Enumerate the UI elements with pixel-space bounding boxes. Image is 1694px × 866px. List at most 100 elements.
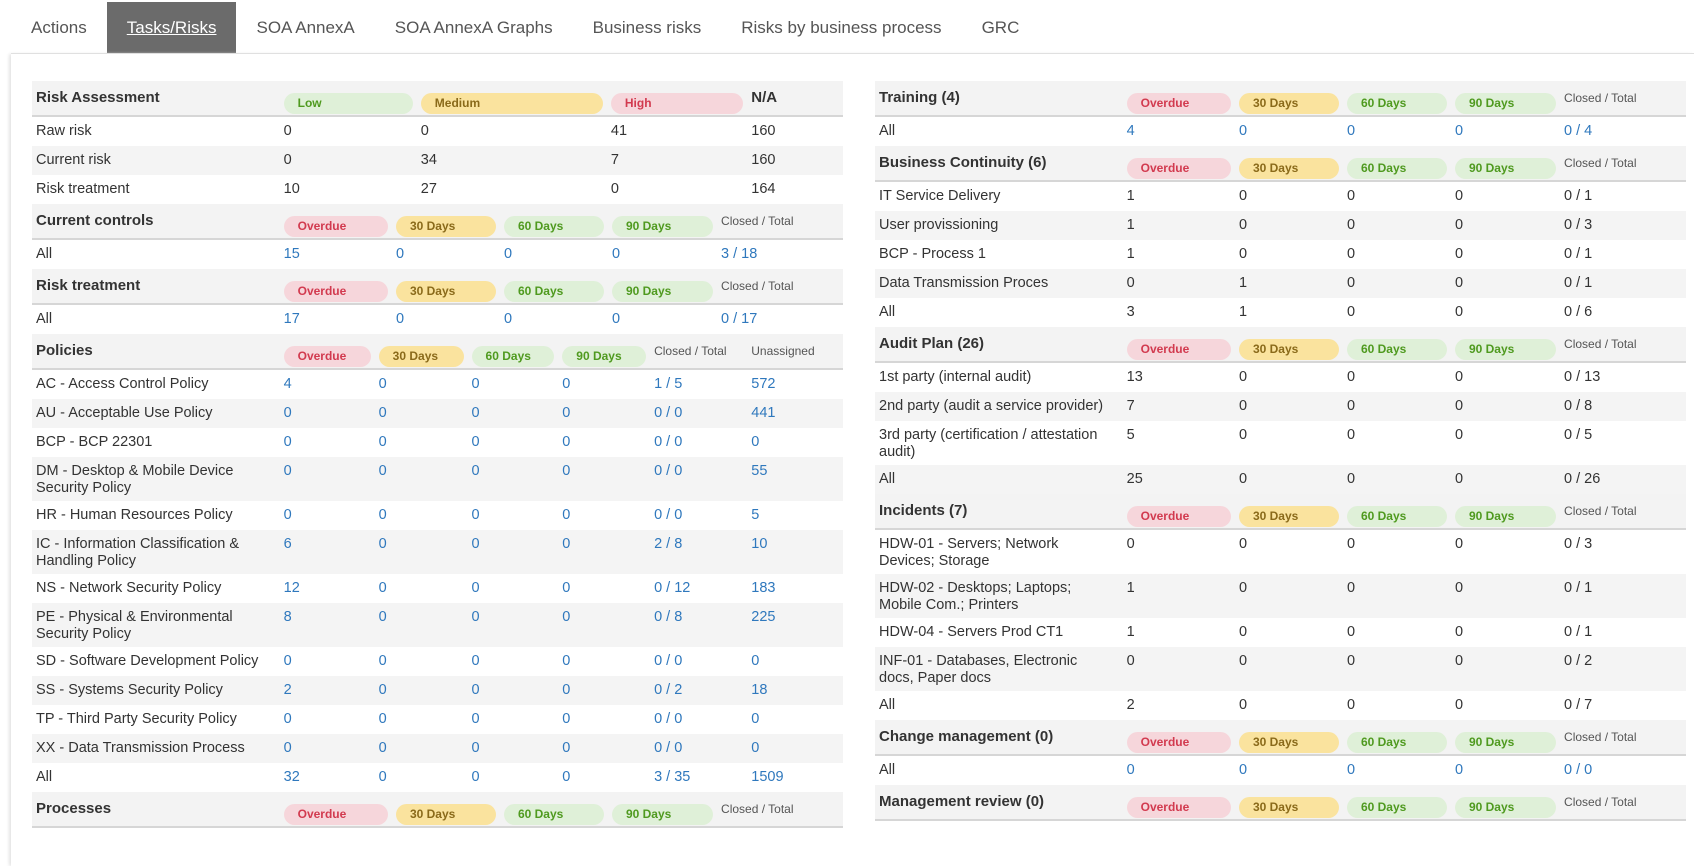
cell-value[interactable]: 0 [562, 376, 571, 392]
cell-value[interactable]: 0 [283, 653, 292, 669]
cell-value[interactable]: 0 [751, 711, 760, 727]
cell-value[interactable]: 0 [503, 311, 513, 327]
tab[interactable]: Actions [31, 18, 87, 37]
cell-value[interactable]: 0 [1238, 123, 1248, 139]
cell-value[interactable]: 0 [562, 769, 571, 785]
cell-value[interactable]: 0 [1126, 762, 1135, 778]
cell-value[interactable]: 0 [471, 376, 480, 392]
cell-value[interactable]: 0 [503, 246, 513, 262]
cell-value[interactable]: 1509 [751, 769, 784, 785]
cell-value[interactable]: 0 [471, 740, 480, 756]
cell-value[interactable]: 0 [562, 507, 571, 523]
cell-value[interactable]: 0 [395, 246, 405, 262]
cell-value[interactable]: 0 [283, 507, 292, 523]
cell-value[interactable]: 2 [283, 682, 292, 698]
cell-value[interactable]: 0 [751, 740, 760, 756]
cell-value[interactable]: 183 [751, 580, 776, 596]
cell-value[interactable]: 0 [378, 405, 387, 421]
cell-value[interactable]: 0 [378, 769, 387, 785]
cell-value[interactable]: 0 [378, 740, 387, 756]
cell-value[interactable]: 0 [471, 682, 480, 698]
cell-value[interactable]: 0 [378, 580, 387, 596]
cell-value[interactable]: 0 [562, 653, 571, 669]
cell-value[interactable]: 0 [471, 536, 480, 552]
cell-value[interactable]: 12 [283, 580, 300, 596]
cell-value[interactable]: 0 [471, 434, 480, 450]
cell-value[interactable]: 0 [378, 711, 387, 727]
cell-value[interactable]: 0 [378, 376, 387, 392]
cell-value[interactable]: 0 [1346, 762, 1356, 778]
cell-value[interactable]: 0 [562, 740, 571, 756]
cell-value[interactable]: 0 [1238, 762, 1248, 778]
cell-value[interactable]: 0 [283, 463, 292, 479]
cell-value[interactable]: 0 [378, 463, 387, 479]
cell-value[interactable]: 0 [378, 536, 387, 552]
cell-value[interactable]: 3 / 35 [654, 769, 691, 785]
cell-value[interactable]: 0 [471, 769, 480, 785]
cell-value[interactable]: 18 [751, 682, 768, 698]
cell-value[interactable]: 0 / 4 [1564, 123, 1593, 139]
cell-value[interactable]: 0 / 0 [654, 463, 683, 479]
cell-value[interactable]: 0 [471, 609, 480, 625]
cell-value[interactable]: 0 [562, 711, 571, 727]
cell-value[interactable]: 0 / 8 [654, 609, 683, 625]
cell-value[interactable]: 0 [751, 653, 760, 669]
cell-value[interactable]: 0 [283, 711, 292, 727]
cell-value[interactable]: 0 [378, 507, 387, 523]
cell-value[interactable]: 0 [378, 434, 387, 450]
cell-value[interactable]: 55 [751, 463, 768, 479]
cell-value[interactable]: 0 [562, 463, 571, 479]
cell-value[interactable]: 225 [751, 609, 776, 625]
cell-value[interactable]: 6 [283, 536, 292, 552]
cell-value[interactable]: 0 [751, 434, 760, 450]
cell-value[interactable]: 0 [471, 405, 480, 421]
cell-value[interactable]: 0 [562, 682, 571, 698]
cell-value[interactable]: 0 [471, 711, 480, 727]
cell-value[interactable]: 2 / 8 [654, 536, 683, 552]
cell-value[interactable]: 0 / 0 [654, 653, 683, 669]
cell-value[interactable]: 0 / 0 [654, 740, 683, 756]
tab[interactable]: Tasks/Risks [106, 2, 237, 53]
cell-value[interactable]: 0 [395, 311, 405, 327]
tab[interactable]: SOA AnnexA Graphs [394, 18, 553, 37]
cell-value[interactable]: 0 [378, 609, 387, 625]
cell-value[interactable]: 1 / 5 [654, 376, 683, 392]
cell-value[interactable]: 8 [283, 609, 292, 625]
cell-value[interactable]: 0 [562, 609, 571, 625]
cell-value[interactable]: 0 [562, 536, 571, 552]
cell-value[interactable]: 0 [283, 434, 292, 450]
cell-value[interactable]: 441 [751, 405, 776, 421]
cell-value[interactable]: 0 / 0 [654, 711, 683, 727]
cell-value[interactable]: 17 [283, 311, 300, 327]
cell-value[interactable]: 0 [562, 434, 571, 450]
tab[interactable]: SOA AnnexA [256, 18, 355, 37]
cell-value[interactable]: 5 [751, 507, 760, 523]
cell-value[interactable]: 4 [1126, 123, 1135, 139]
cell-value[interactable]: 0 [471, 463, 480, 479]
cell-value[interactable]: 0 [562, 405, 571, 421]
cell-value[interactable]: 0 [1346, 123, 1356, 139]
cell-value[interactable]: 0 [471, 507, 480, 523]
cell-value[interactable]: 0 [1454, 123, 1464, 139]
cell-value[interactable]: 0 / 0 [654, 507, 683, 523]
cell-value[interactable]: 15 [283, 246, 300, 262]
cell-value[interactable]: 0 [471, 653, 480, 669]
cell-value[interactable]: 0 / 2 [654, 682, 683, 698]
cell-value[interactable]: 0 [562, 580, 571, 596]
cell-value[interactable]: 0 / 0 [1564, 762, 1593, 778]
cell-value[interactable]: 0 / 17 [721, 311, 758, 327]
cell-value[interactable]: 0 [378, 682, 387, 698]
cell-value[interactable]: 3 / 18 [721, 246, 758, 262]
cell-value[interactable]: 0 / 0 [654, 405, 683, 421]
cell-value[interactable]: 0 [378, 653, 387, 669]
cell-value[interactable]: 0 / 0 [654, 434, 683, 450]
cell-value[interactable]: 0 / 12 [654, 580, 691, 596]
tab[interactable]: GRC [981, 18, 1020, 37]
cell-value[interactable]: 0 [611, 246, 621, 262]
cell-value[interactable]: 0 [283, 740, 292, 756]
cell-value[interactable]: 0 [283, 405, 292, 421]
cell-value[interactable]: 0 [471, 580, 480, 596]
cell-value[interactable]: 0 [611, 311, 621, 327]
tab[interactable]: Business risks [592, 18, 702, 37]
cell-value[interactable]: 4 [283, 376, 292, 392]
